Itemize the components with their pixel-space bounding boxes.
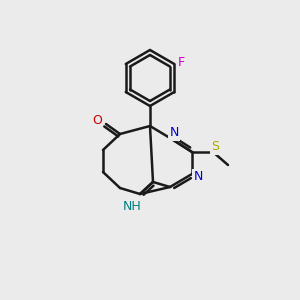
Text: O: O xyxy=(92,115,102,128)
Text: N: N xyxy=(193,169,203,182)
Text: NH: NH xyxy=(123,200,141,214)
Text: N: N xyxy=(169,127,179,140)
Text: S: S xyxy=(211,140,219,154)
Text: F: F xyxy=(178,56,185,70)
